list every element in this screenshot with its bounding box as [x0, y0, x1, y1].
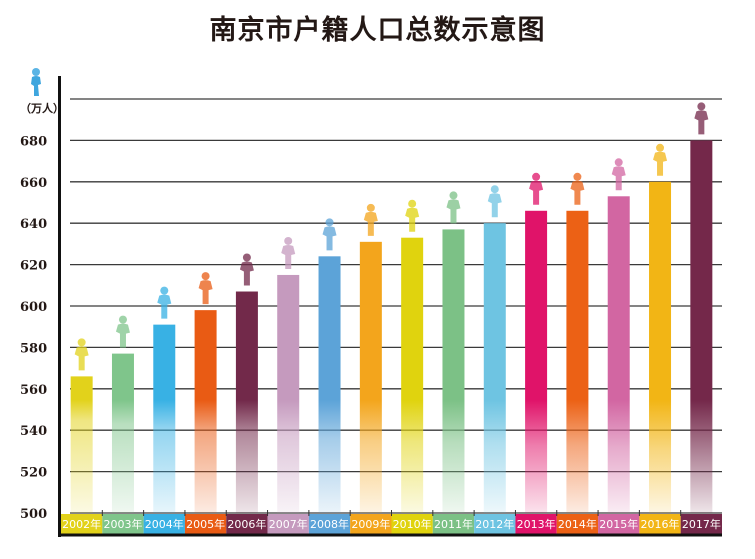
bar — [359, 241, 382, 513]
x-label-background — [61, 514, 103, 534]
person-icon — [570, 172, 585, 205]
bar — [401, 237, 424, 513]
y-tick-label: 660 — [20, 176, 47, 191]
x-tick-label: 2010年 — [393, 517, 432, 531]
x-tick-label: 2003年 — [103, 517, 142, 531]
x-tick-label: 2005年 — [186, 517, 225, 531]
bar — [277, 274, 300, 513]
bar — [607, 196, 630, 514]
person-icons — [74, 102, 709, 371]
x-tick-label: 2015年 — [599, 517, 638, 531]
y-tick-label: 560 — [20, 383, 47, 398]
x-tick-label: 2002年 — [62, 517, 101, 531]
x-tick-label: 2004年 — [145, 517, 184, 531]
person-icon — [529, 172, 544, 205]
y-tick-label: 520 — [20, 466, 47, 481]
person-icon — [446, 191, 461, 224]
person-icon — [115, 315, 130, 348]
bar — [442, 229, 465, 513]
x-axis-labels: 2002年 2003年 2004年 2005年 2006年 2007年 2008年 2009年… — [58, 510, 722, 537]
x-label-background — [350, 514, 392, 534]
bar — [70, 376, 93, 513]
x-tick-label: 2008年 — [310, 517, 349, 531]
x-label-background — [308, 514, 351, 534]
x-tick-label: 2016年 — [641, 517, 680, 531]
person-icon — [487, 185, 502, 218]
bar — [690, 140, 713, 513]
bar — [111, 353, 134, 513]
x-label-background — [267, 514, 309, 534]
x-tick-label: 2006年 — [227, 517, 266, 531]
person-icon — [363, 203, 378, 236]
person-icon — [74, 338, 89, 371]
x-tick-label: 2014年 — [558, 517, 597, 531]
bar — [566, 210, 589, 513]
y-tick-label: 680 — [20, 134, 47, 149]
y-tick-label: 500 — [20, 507, 47, 522]
y-tick-label: 620 — [20, 259, 47, 274]
x-tick-label: 2011年 — [434, 517, 473, 531]
bar — [153, 324, 176, 513]
person-icon — [611, 158, 626, 191]
y-axis-ticks: 500 520 540 560 580 600 620 640 660 680 — [20, 134, 47, 522]
chart-title: 南京市户籍人口总数示意图 — [209, 15, 546, 46]
person-icon — [198, 272, 213, 305]
x-label-background — [391, 514, 433, 534]
x-label-background — [432, 514, 475, 534]
x-tick-label: 2013年 — [517, 517, 556, 531]
x-label-background — [474, 514, 516, 534]
bar — [318, 256, 341, 513]
y-tick-label: 540 — [20, 424, 47, 439]
x-tick-label: 2009年 — [351, 517, 390, 531]
x-label-background — [143, 514, 185, 534]
x-label-background — [226, 514, 268, 534]
x-label-background — [515, 514, 557, 534]
x-label-background — [598, 514, 640, 534]
x-tick-label: 2007年 — [269, 517, 308, 531]
person-icon — [31, 68, 41, 96]
x-label-background — [639, 514, 681, 534]
y-tick-label: 580 — [20, 341, 47, 356]
person-icon — [239, 253, 254, 286]
x-label-background — [680, 514, 722, 534]
x-label-background — [556, 514, 599, 534]
person-icon — [281, 236, 296, 269]
x-tick-label: 2017年 — [682, 517, 721, 531]
x-label-background — [184, 514, 227, 534]
bar — [525, 210, 548, 513]
bar — [194, 310, 217, 513]
bar — [235, 291, 258, 513]
y-axis-unit: （万人） — [20, 101, 64, 115]
person-icon — [653, 143, 668, 176]
bar — [483, 223, 506, 513]
person-icon — [694, 102, 709, 135]
person-icon — [157, 286, 172, 319]
bar — [649, 181, 672, 514]
y-tick-label: 600 — [20, 300, 47, 315]
bars — [70, 140, 713, 514]
person-icon — [405, 199, 420, 232]
y-tick-label: 640 — [20, 217, 47, 232]
person-icon — [322, 218, 337, 251]
x-tick-label: 2012年 — [475, 517, 514, 531]
x-label-background — [102, 514, 144, 534]
